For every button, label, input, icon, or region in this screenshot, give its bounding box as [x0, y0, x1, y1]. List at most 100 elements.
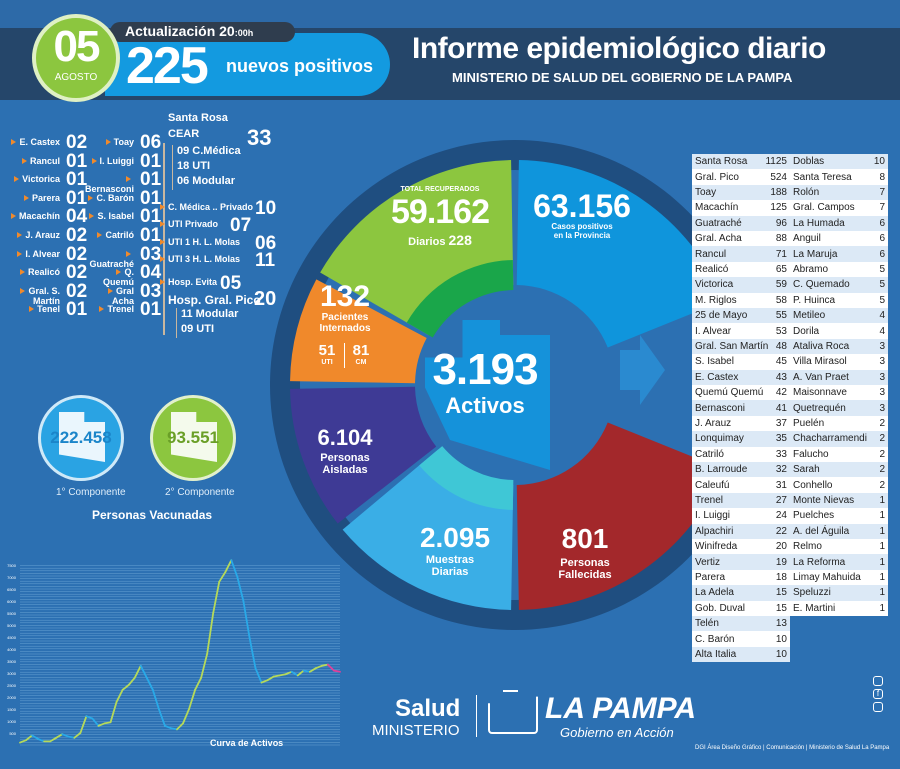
cear-label: CEAR: [168, 128, 200, 140]
locality-name: Santa Teresa: [793, 171, 852, 183]
arrow-icon: [126, 176, 131, 183]
locality-name: J. Arauz: [8, 230, 60, 240]
locality-name: Speluzzi: [793, 587, 831, 599]
y-tick-label: 500: [9, 731, 16, 736]
arrow-icon: [14, 176, 20, 183]
locality-name: La Adela: [695, 587, 734, 599]
table-row: P. Huinca 5: [790, 292, 888, 308]
arrow-icon: [160, 221, 165, 227]
hospital-name: UTI Privado: [168, 219, 219, 229]
locality-name: E. Martini: [793, 602, 836, 614]
table-row: Bernasconi 41: [692, 400, 790, 416]
segment-deaths: [516, 422, 724, 610]
hospital-count: 06: [255, 233, 277, 254]
table-row: I. Alvear 53: [692, 323, 790, 339]
locality-count: 03: [140, 280, 162, 302]
active-cases-label: Activos: [445, 393, 525, 418]
hospital-item: C. Médica .. Privado: [160, 202, 253, 212]
case-count: 1: [879, 525, 885, 537]
locality-count: 06: [140, 132, 162, 153]
locality-name: S. Isabel: [695, 356, 734, 368]
case-count: 15: [775, 602, 787, 614]
locality-name: Realicó: [8, 267, 60, 277]
vaccine-dose2-value: 93.551: [167, 428, 219, 447]
curve-segment: [164, 724, 172, 730]
curve-segment: [230, 559, 239, 578]
locality-name: Gob. Duval: [695, 602, 746, 614]
cear-item: 09 C.Médica: [177, 145, 241, 157]
locality-name: Rolón: [793, 186, 820, 198]
case-count: 71: [775, 248, 787, 260]
table-row: Parera 18: [692, 569, 790, 586]
instagram-icon[interactable]: [873, 676, 883, 686]
locality-name: I. Alvear: [695, 325, 732, 337]
arrow-icon: [23, 194, 29, 201]
locality-name: Trenel: [84, 304, 134, 314]
locality-name: Alta Italia: [695, 648, 737, 660]
y-tick-label: 7000: [7, 575, 17, 580]
isolated-label-line: Personas: [320, 452, 370, 464]
y-tick-label: 6000: [7, 599, 17, 604]
curve-segment: [200, 652, 209, 679]
locality-name: Alpachiri: [695, 525, 734, 537]
locality-count: 02: [66, 262, 88, 284]
case-count: 188: [770, 186, 787, 198]
case-count: 3: [879, 387, 885, 399]
deaths-label-line: Personas: [560, 557, 610, 569]
cm-count: 81 CM: [346, 342, 376, 366]
twitter-icon[interactable]: [873, 702, 883, 712]
curve-segment: [284, 670, 293, 676]
y-tick-label: 4000: [7, 647, 17, 652]
curve-segment: [194, 676, 203, 691]
case-count: 1: [879, 556, 885, 568]
locality-name: E. Castex: [695, 371, 739, 383]
locality-name: C. Barón: [695, 633, 735, 645]
recovered-daily-value: 228: [448, 232, 472, 248]
locality-label: Gral. S. Martín: [28, 285, 60, 306]
locality-name: Gral. Campos: [793, 202, 855, 214]
uti-value: 51: [318, 342, 336, 359]
positives-value: 63.156: [533, 188, 631, 224]
locality-count: 01: [66, 299, 88, 321]
locality-count: 04: [140, 262, 162, 284]
curve-segment: [224, 559, 233, 574]
table-row: Puelén 2: [790, 415, 888, 432]
case-count: 15: [775, 587, 787, 599]
case-count: 6: [879, 248, 885, 260]
locality-name: Puelches: [793, 510, 835, 522]
locality-name: Gral. Acha: [695, 233, 742, 245]
curve-segment: [121, 684, 130, 691]
case-count: 24: [775, 510, 787, 522]
right-arrow-icon: [620, 335, 665, 405]
table-row: Conhello 2: [790, 477, 888, 493]
salud-logo-text: Salud: [395, 695, 461, 722]
cear-item: 18 UTI: [177, 160, 211, 172]
locality-count: 01: [140, 225, 162, 246]
case-count: 13: [775, 618, 787, 630]
positives-label-line: en la Provincia: [553, 231, 611, 240]
locality-name: Tenel: [8, 304, 60, 314]
arrow-icon: [105, 139, 111, 145]
case-count: 59: [775, 279, 787, 291]
locality-name: S. Isabel: [84, 211, 134, 221]
locality-name: Q. Quemú: [84, 267, 134, 287]
locality-label: I. Luiggi: [99, 155, 135, 166]
table-row: Villa Mirasol 3: [790, 354, 888, 370]
table-row: Telén 13: [692, 616, 790, 632]
locality-name: Rancul: [695, 248, 727, 260]
new-positives-label: nuevos positivos: [226, 56, 374, 76]
curve-segment: [109, 700, 118, 724]
locality-label: Realicó: [27, 267, 60, 278]
curve-segment: [266, 675, 275, 682]
curve-segment: [103, 721, 112, 725]
table-row: 25 de Mayo 55: [692, 308, 790, 324]
case-count: 2: [879, 433, 885, 445]
vaccine-dose1-circle: 222.458: [38, 395, 124, 481]
y-tick-label: 1500: [7, 707, 17, 712]
table-row: E. Castex 43: [692, 369, 790, 385]
case-count: 3: [879, 402, 885, 414]
facebook-icon[interactable]: f: [873, 689, 883, 699]
y-tick-label: 7500: [7, 563, 17, 568]
vaccine-dose2-label: 2° Componente: [165, 487, 235, 498]
case-count: 1125: [765, 156, 787, 168]
